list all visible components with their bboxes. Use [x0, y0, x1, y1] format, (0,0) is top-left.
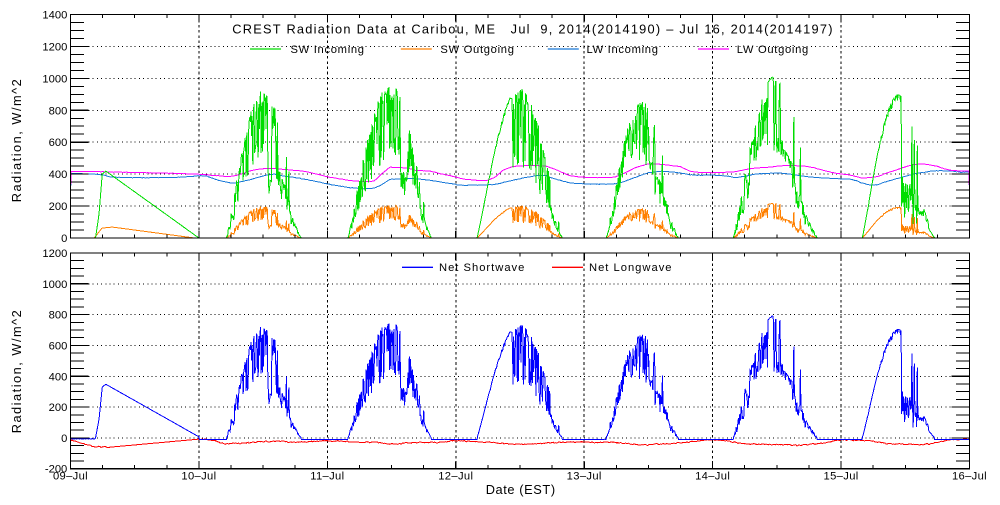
svg-text:12–Jul: 12–Jul: [438, 471, 473, 483]
svg-text:13–Jul: 13–Jul: [567, 471, 602, 483]
svg-text:-200: -200: [45, 464, 67, 476]
svg-text:200: 200: [49, 402, 68, 414]
svg-text:600: 600: [49, 137, 68, 149]
svg-text:Net Longwave: Net Longwave: [589, 262, 673, 274]
svg-text:Radiation, W/m^2: Radiation, W/m^2: [9, 78, 24, 203]
svg-text:09–Jul: 09–Jul: [53, 471, 88, 483]
svg-text:0: 0: [61, 433, 67, 445]
svg-text:600: 600: [49, 340, 68, 352]
svg-text:Net Shortwave: Net Shortwave: [439, 262, 525, 274]
svg-text:800: 800: [49, 105, 68, 117]
svg-text:1000: 1000: [42, 73, 67, 85]
svg-text:0: 0: [61, 233, 67, 245]
svg-text:11–Jul: 11–Jul: [310, 471, 344, 483]
svg-text:1200: 1200: [42, 248, 67, 260]
svg-text:15–Jul: 15–Jul: [824, 471, 859, 483]
svg-text:10–Jul: 10–Jul: [181, 471, 216, 483]
svg-text:SW Outgoing: SW Outgoing: [440, 44, 514, 56]
svg-text:200: 200: [49, 201, 68, 213]
svg-text:SW Incoming: SW Incoming: [291, 44, 365, 56]
svg-text:400: 400: [49, 169, 68, 181]
svg-text:LW Outgoing: LW Outgoing: [737, 44, 809, 56]
svg-text:14–Jul: 14–Jul: [695, 471, 730, 483]
svg-text:Date (EST): Date (EST): [486, 482, 556, 497]
svg-text:1400: 1400: [42, 10, 67, 22]
svg-text:LW Incoming: LW Incoming: [587, 44, 659, 56]
svg-text:Radiation, W/m^2: Radiation, W/m^2: [9, 309, 24, 434]
svg-text:800: 800: [49, 310, 68, 322]
svg-text:1000: 1000: [42, 279, 67, 291]
svg-text:400: 400: [49, 371, 68, 383]
svg-text:CREST Radiation Data at Caribo: CREST Radiation Data at Caribou, ME Jul …: [232, 22, 833, 37]
svg-text:16–Jul: 16–Jul: [952, 471, 987, 483]
svg-text:1200: 1200: [42, 41, 67, 53]
